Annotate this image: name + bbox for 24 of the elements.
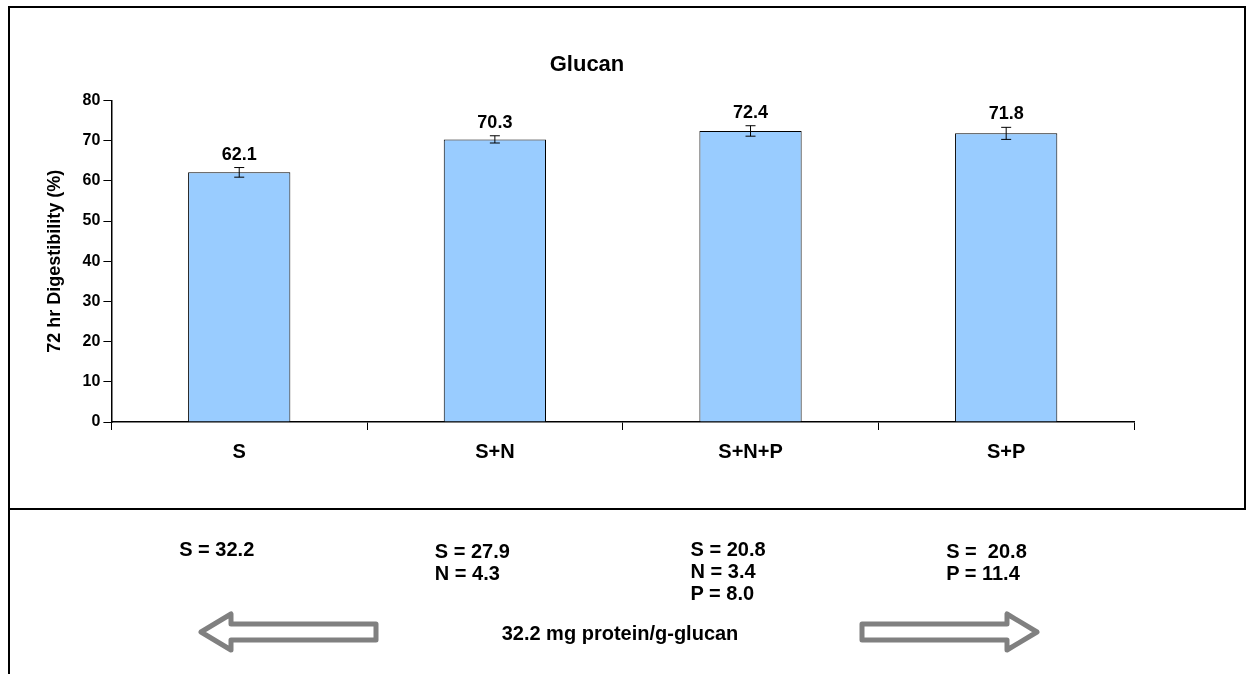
text: S = 20.8 N = 3.4 P = 8.0 xyxy=(690,538,766,604)
chart-title: Glucan xyxy=(549,51,625,77)
y-tick-label: 50 xyxy=(82,211,101,229)
x-tick-label: S xyxy=(232,439,246,462)
x-tick-label: S+N+P xyxy=(718,439,783,462)
y-tick-label: 40 xyxy=(82,251,101,269)
data-label: 71.8 xyxy=(988,103,1024,124)
text: S = 20.8 P = 11.4 xyxy=(946,540,1027,584)
y-tick-label: 30 xyxy=(82,291,101,309)
y-tick-label: 10 xyxy=(82,372,101,390)
y-tick-label: 80 xyxy=(82,90,101,108)
text: 32.2 mg protein/g-glucan xyxy=(500,622,740,644)
y-tick-label: 60 xyxy=(82,171,101,189)
y-axis-title: 72 hr Digestibility (%) xyxy=(43,169,64,353)
text: S = 32.2 xyxy=(179,538,255,560)
data-label: 70.3 xyxy=(477,111,513,132)
y-tick-label: 70 xyxy=(82,131,101,149)
data-label: 72.4 xyxy=(733,101,769,122)
text: S = 27.9 N = 4.3 xyxy=(434,540,510,584)
y-tick-label: 20 xyxy=(82,332,101,350)
y-tick-label: 0 xyxy=(91,412,101,430)
x-tick-label: S+P xyxy=(986,439,1026,462)
x-tick-label: S+N xyxy=(475,439,515,462)
data-label: 62.1 xyxy=(221,143,257,164)
